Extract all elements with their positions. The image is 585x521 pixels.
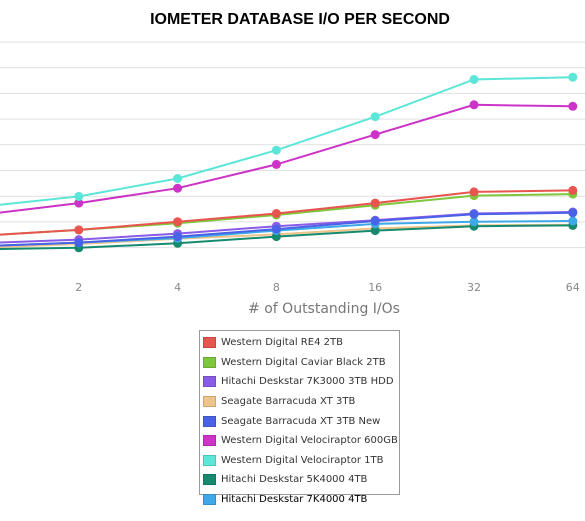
series-line <box>0 76 573 206</box>
series-4 <box>0 208 578 248</box>
chart-legend: Western Digital RE4 2TB Western Digital C… <box>199 330 400 506</box>
x-axis-ticks: 2 4 8 16 32 64 <box>75 281 580 294</box>
data-point[interactable] <box>469 217 479 227</box>
legend-item[interactable]: Hitachi Deskstar 5K4000 4TB <box>203 470 399 490</box>
data-point[interactable] <box>173 217 183 227</box>
x-tick-label: 2 <box>75 281 82 294</box>
x-tick-label: 8 <box>273 281 280 294</box>
data-point[interactable] <box>568 185 578 195</box>
data-point[interactable] <box>469 209 479 219</box>
series-5 <box>0 100 578 214</box>
legend-item[interactable]: Western Digital RE4 2TB <box>203 333 399 353</box>
data-point[interactable] <box>370 198 380 208</box>
data-point[interactable] <box>74 238 84 248</box>
data-point[interactable] <box>173 232 183 242</box>
series-6 <box>0 72 578 206</box>
legend-label: Seagate Barracuda XT 3TB New <box>221 415 381 427</box>
legend-label: Western Digital Caviar Black 2TB <box>221 356 386 368</box>
x-tick-label: 64 <box>566 281 580 294</box>
legend-swatch <box>203 494 216 506</box>
legend-swatch <box>203 337 216 349</box>
legend-swatch <box>203 435 216 447</box>
data-point[interactable] <box>469 187 479 197</box>
data-point[interactable] <box>568 216 578 226</box>
legend-swatch <box>203 376 216 388</box>
legend-label: Western Digital RE4 2TB <box>221 337 343 349</box>
legend-label: Hitachi Deskstar 7K4000 4TB <box>221 494 368 506</box>
legend-swatch <box>203 396 216 408</box>
series-lines <box>0 72 578 253</box>
data-point[interactable] <box>173 174 183 183</box>
data-point[interactable] <box>271 209 281 218</box>
legend-item[interactable]: Seagate Barracuda XT 3TB New <box>203 411 399 431</box>
legend-item[interactable]: Western Digital Velociraptor 600GB <box>203 431 399 451</box>
legend-label: Seagate Barracuda XT 3TB <box>221 396 356 408</box>
legend-item[interactable]: Western Digital Velociraptor 1TB <box>203 451 399 471</box>
data-point[interactable] <box>271 159 281 169</box>
data-point[interactable] <box>370 112 380 122</box>
data-point[interactable] <box>271 224 281 234</box>
data-point[interactable] <box>370 130 380 140</box>
legend-swatch <box>203 415 216 427</box>
data-point[interactable] <box>74 225 84 235</box>
x-axis-label: # of Outstanding I/Os <box>248 301 400 317</box>
legend-label: Western Digital Velociraptor 600GB <box>221 435 398 447</box>
x-tick-label: 16 <box>368 281 382 294</box>
legend-item[interactable]: Hitachi Deskstar 7K3000 3TB HDD <box>203 372 399 392</box>
chart-title: IOMETER DATABASE I/O PER SECOND <box>150 11 450 28</box>
legend-swatch <box>203 356 216 368</box>
legend-label: Hitachi Deskstar 7K3000 3TB HDD <box>221 376 394 388</box>
data-point[interactable] <box>469 75 479 84</box>
legend-label: Hitachi Deskstar 5K4000 4TB <box>221 474 368 486</box>
data-point[interactable] <box>173 183 183 193</box>
data-point[interactable] <box>568 101 578 111</box>
data-point[interactable] <box>469 100 479 110</box>
data-point[interactable] <box>271 145 281 155</box>
legend-swatch <box>203 474 216 486</box>
x-tick-label: 4 <box>174 281 181 294</box>
data-point[interactable] <box>370 216 380 226</box>
series-0 <box>0 185 578 236</box>
legend-item[interactable]: Hitachi Deskstar 7K4000 4TB <box>203 490 399 510</box>
legend-label: Western Digital Velociraptor 1TB <box>221 454 384 466</box>
data-point[interactable] <box>74 191 84 201</box>
legend-item[interactable]: Seagate Barracuda XT 3TB <box>203 392 399 412</box>
series-line <box>0 103 573 214</box>
data-point[interactable] <box>74 198 84 208</box>
legend-swatch <box>203 454 216 466</box>
data-point[interactable] <box>568 208 578 218</box>
x-tick-label: 32 <box>467 281 481 294</box>
data-point[interactable] <box>568 72 578 82</box>
legend-item[interactable]: Western Digital Caviar Black 2TB <box>203 353 399 373</box>
data-point[interactable] <box>370 226 380 236</box>
